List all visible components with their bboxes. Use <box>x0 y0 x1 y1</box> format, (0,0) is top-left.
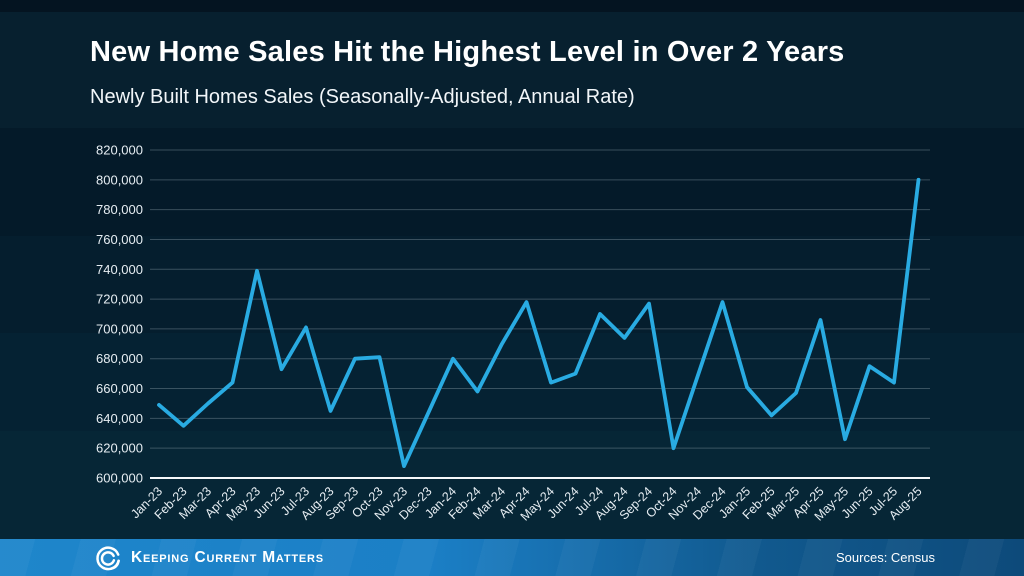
y-tick-label: 660,000 <box>96 381 143 396</box>
sources-label: Sources: Census <box>836 550 935 565</box>
y-tick-label: 760,000 <box>96 232 143 247</box>
y-tick-label: 800,000 <box>96 172 143 187</box>
y-tick-label: 640,000 <box>96 411 143 426</box>
brand-name: Keeping Current Matters <box>131 548 324 566</box>
footer-bar: Keeping Current Matters Sources: Census <box>0 539 1024 576</box>
header: New Home Sales Hit the Highest Level in … <box>90 36 990 109</box>
y-tick-label: 700,000 <box>96 321 143 336</box>
page-title: New Home Sales Hit the Highest Level in … <box>90 36 845 68</box>
y-tick-label: 600,000 <box>96 471 143 486</box>
page-subtitle: Newly Built Homes Sales (Seasonally-Adju… <box>90 86 635 109</box>
brand: Keeping Current Matters <box>94 544 324 572</box>
y-tick-label: 680,000 <box>96 351 143 366</box>
y-tick-label: 780,000 <box>96 202 143 217</box>
y-tick-label: 720,000 <box>96 292 143 307</box>
y-tick-label: 620,000 <box>96 441 143 456</box>
kcm-spiral-logo-icon <box>96 545 120 570</box>
y-tick-label: 740,000 <box>96 262 143 277</box>
y-tick-label: 820,000 <box>96 143 143 158</box>
sales-series-line <box>157 177 921 469</box>
